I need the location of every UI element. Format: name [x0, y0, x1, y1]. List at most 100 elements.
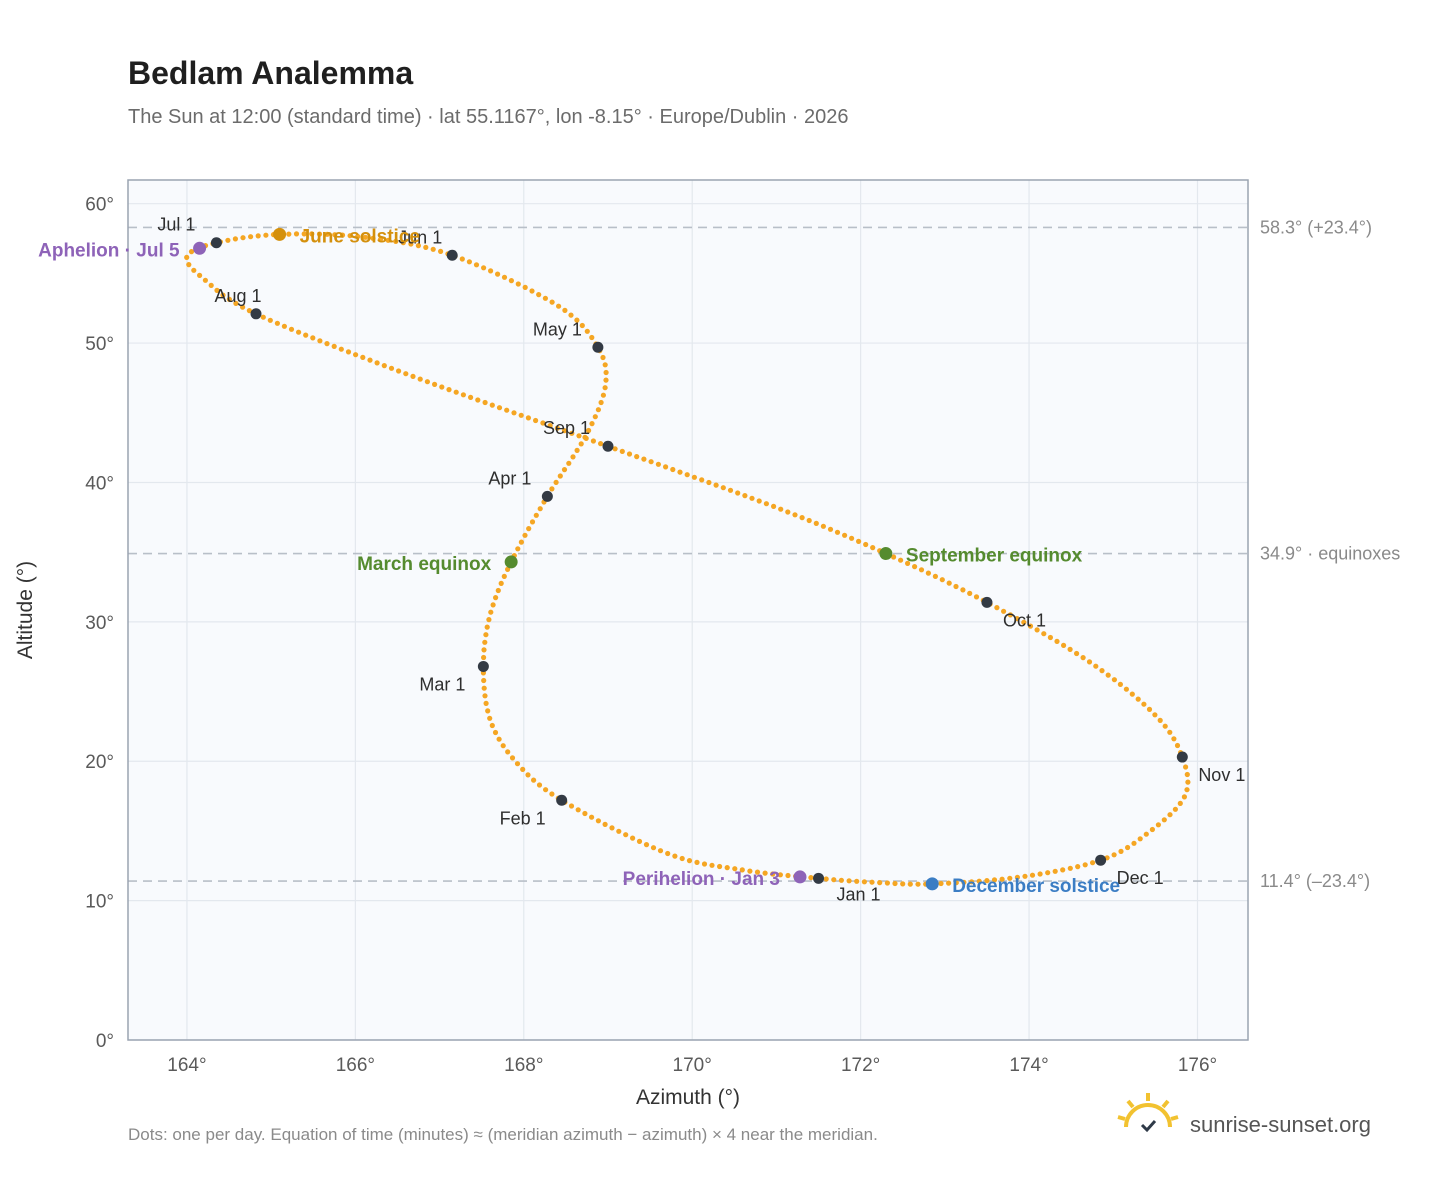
daily-sun-dot	[589, 814, 595, 820]
daily-sun-dot	[756, 498, 762, 504]
daily-sun-dot	[381, 363, 387, 369]
daily-sun-dot	[1061, 642, 1067, 649]
daily-sun-dot	[446, 387, 452, 393]
daily-sun-dot	[188, 249, 195, 255]
daily-sun-dot	[547, 423, 553, 429]
daily-sun-dot	[630, 835, 636, 841]
daily-sun-dot	[717, 863, 723, 870]
sun-ray-icon	[1170, 1115, 1179, 1121]
daily-sun-dot	[1162, 723, 1168, 729]
event-label: December solstice	[952, 876, 1120, 897]
x-tick-label: 172°	[841, 1055, 880, 1076]
plot-frame	[127, 179, 1249, 1041]
daily-sun-dot	[1183, 764, 1189, 770]
daily-sun-dot	[898, 557, 904, 563]
daily-sun-dot	[403, 371, 409, 377]
daily-sun-dot	[540, 420, 546, 426]
daily-sun-dot	[1167, 729, 1173, 735]
daily-sun-dot	[331, 343, 337, 349]
daily-sun-dot	[439, 384, 445, 390]
x-axis-label: Azimuth (°)	[636, 1086, 740, 1109]
y-tick-label: 0°	[96, 1031, 114, 1052]
daily-sun-dot	[362, 234, 368, 240]
daily-sun-dot	[482, 693, 488, 699]
daily-sun-dot	[1014, 616, 1020, 622]
daily-sun-dot	[595, 407, 602, 413]
daily-sun-dot	[301, 231, 307, 237]
daily-sun-dot	[1161, 817, 1167, 823]
daily-sun-dot	[255, 233, 261, 239]
daily-sun-dot	[520, 766, 526, 773]
daily-sun-dot	[1052, 868, 1058, 874]
grid	[128, 180, 1248, 1041]
daily-sun-dot	[946, 580, 952, 586]
x-tick-label: 174°	[1009, 1055, 1048, 1076]
daily-sun-dot	[566, 460, 572, 466]
daily-sun-dot	[296, 329, 302, 335]
daily-sun-dot	[582, 810, 588, 817]
event-label: Perihelion · Jan 3	[623, 869, 780, 890]
daily-sun-dot	[863, 541, 869, 548]
daily-sun-dot	[400, 240, 406, 246]
event-marker	[793, 870, 807, 884]
daily-sun-dot	[286, 231, 292, 237]
month-marker-label: Dec 1	[1117, 868, 1164, 888]
daily-sun-dot	[854, 878, 860, 884]
daily-sun-dot	[1185, 779, 1191, 785]
daily-sun-dot	[515, 281, 521, 287]
daily-sun-dot	[623, 832, 629, 838]
daily-sun-dot	[568, 312, 574, 318]
x-tick-label: 166°	[336, 1055, 375, 1076]
daily-sun-dot	[1001, 608, 1007, 614]
daily-sun-dot	[460, 392, 466, 398]
daily-sun-dot	[720, 485, 726, 491]
daily-sun-dot	[732, 866, 738, 872]
daily-sun-dot	[481, 685, 487, 691]
daily-sun-dot	[799, 515, 805, 521]
daily-sun-dot	[317, 338, 323, 344]
month-marker-label: Feb 1	[500, 808, 546, 828]
daily-sun-dot	[961, 879, 967, 885]
daily-sun-dot	[650, 845, 657, 851]
daily-sun-dot	[281, 323, 287, 329]
daily-sun-dot	[684, 472, 690, 478]
y-axis-label: Altitude (°)	[14, 561, 37, 659]
chart-subtitle: The Sun at 12:00 (standard time) · lat 5…	[128, 106, 849, 128]
daily-sun-dot	[184, 254, 190, 260]
daily-sun-dot	[932, 573, 939, 580]
daily-sun-dot	[749, 495, 755, 501]
daily-sun-dot	[339, 232, 346, 238]
daily-sun-dot	[701, 861, 708, 867]
daily-sun-dot	[1029, 872, 1036, 878]
daily-sun-dot	[884, 880, 891, 886]
daily-sun-dot	[672, 853, 678, 859]
daily-sun-dot	[918, 567, 925, 573]
daily-sun-dot	[679, 855, 685, 862]
daily-sun-dot	[509, 755, 516, 761]
daily-sun-dot	[475, 397, 481, 403]
daily-sun-dot	[240, 235, 246, 241]
daily-sun-dot	[370, 235, 376, 241]
daily-sun-dot	[561, 428, 568, 434]
daily-sun-dot	[1125, 844, 1131, 851]
daily-sun-dot	[946, 880, 952, 886]
daily-sun-dot	[531, 777, 537, 783]
axis-ticks: 164° 166° 168° 170° 172° 174° 176° 0° 10° 20° 30° 4…	[85, 195, 1217, 1076]
daily-sun-dot	[1022, 873, 1028, 879]
daily-sun-dot	[603, 377, 609, 383]
daily-sun-dot	[657, 848, 664, 854]
daily-sun-dot	[526, 526, 532, 532]
daily-sun-dot	[561, 467, 568, 473]
daily-sun-dot	[533, 417, 539, 424]
daily-sun-dot	[525, 772, 531, 778]
daily-sun-dot	[1123, 686, 1129, 692]
month-marker-label: Sep 1	[543, 418, 590, 438]
daily-sun-dot	[636, 838, 643, 845]
daily-sun-dot	[554, 425, 560, 431]
daily-sun-dot	[432, 381, 438, 387]
daily-sun-dot	[537, 506, 543, 512]
daily-sun-dot	[576, 433, 582, 439]
daily-sun-dot	[518, 412, 524, 418]
month-marker-label: Nov 1	[1198, 765, 1245, 785]
y-tick-label: 50°	[85, 334, 114, 355]
